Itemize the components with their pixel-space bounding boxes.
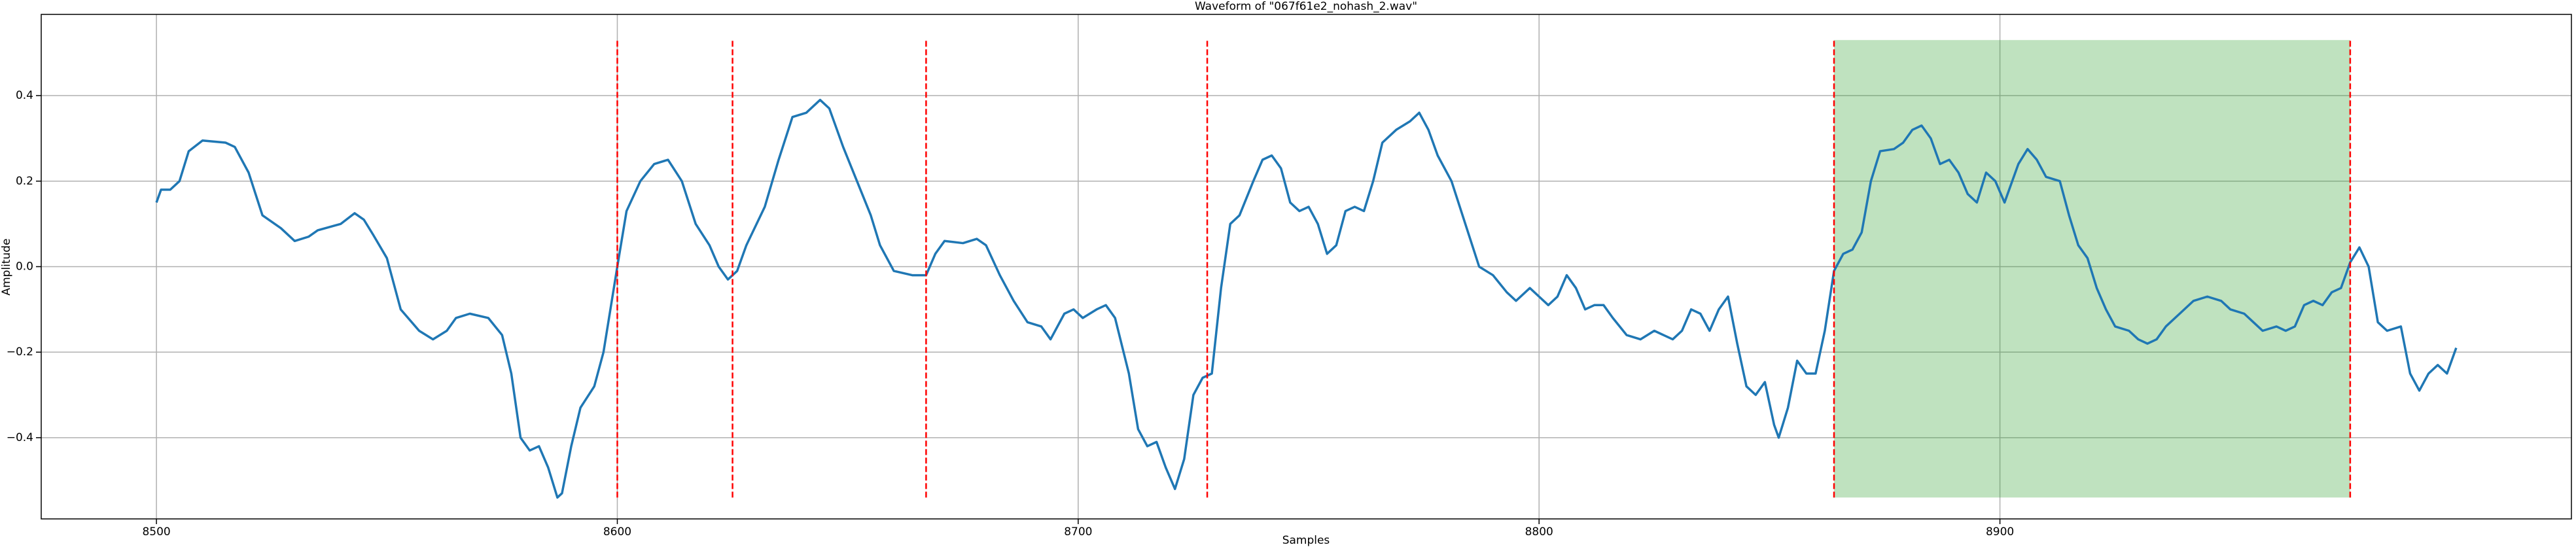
chart-title: Waveform of "067f61e2_nohash_2.wav" xyxy=(1195,0,1417,13)
y-tick-label: −0.4 xyxy=(7,431,33,444)
waveform-line xyxy=(155,98,2458,499)
y-tick-label: 0.4 xyxy=(16,89,33,102)
x-tick-label: 8800 xyxy=(1525,525,1553,539)
x-tick-label: 8700 xyxy=(1064,525,1092,539)
x-tick-label: 8600 xyxy=(603,525,631,539)
y-tick-label: 0.0 xyxy=(16,260,33,274)
x-tick-label: 8900 xyxy=(1986,525,2014,539)
x-axis-label: Samples xyxy=(1282,534,1330,546)
x-tick-label: 8500 xyxy=(142,525,170,539)
y-tick-label: −0.2 xyxy=(7,345,33,359)
highlight-span xyxy=(1834,40,2350,498)
y-tick-label: 0.2 xyxy=(16,175,33,188)
plot-frame xyxy=(41,14,2572,520)
y-axis-label: Amplitude xyxy=(0,238,13,295)
